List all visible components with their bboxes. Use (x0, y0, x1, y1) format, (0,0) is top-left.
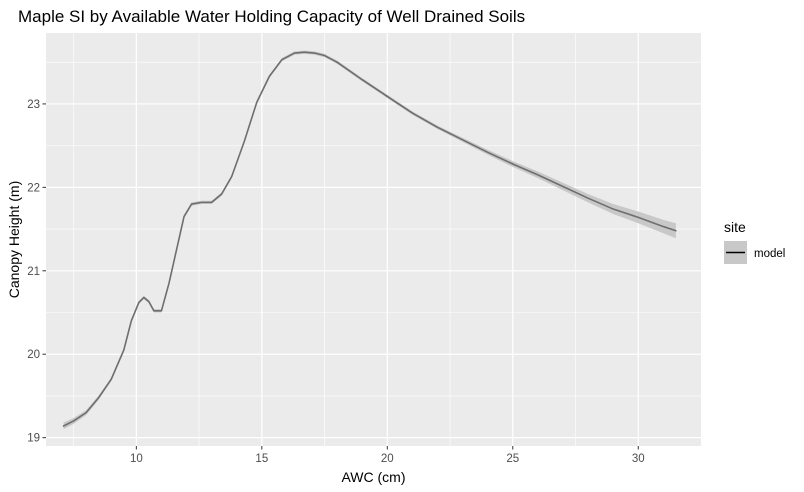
x-tick-label: 30 (632, 453, 645, 465)
x-tick-label: 25 (506, 453, 519, 465)
y-tick-label: 23 (27, 99, 40, 111)
y-axis: 19 20 21 22 23 (27, 99, 46, 445)
x-axis: 10 15 20 25 30 (130, 446, 645, 465)
x-tick-label: 20 (381, 453, 394, 465)
y-tick-label: 19 (27, 433, 40, 445)
legend: site model (724, 219, 785, 264)
y-tick-label: 22 (27, 182, 40, 194)
series-line-model (62, 51, 677, 427)
chart-title: Maple SI by Available Water Holding Capa… (18, 7, 525, 26)
y-tick-label: 21 (27, 266, 40, 278)
x-tick-label: 10 (130, 453, 143, 465)
grid-major (46, 33, 701, 446)
plot-panel (46, 33, 701, 446)
y-tick-label: 20 (27, 349, 40, 361)
x-axis-title: AWC (cm) (341, 469, 405, 485)
legend-title: site (724, 219, 746, 235)
legend-label-model: model (754, 248, 785, 260)
series-line-layer (62, 51, 677, 427)
y-axis-title: Canopy Height (m) (6, 181, 22, 299)
x-tick-label: 15 (255, 453, 268, 465)
